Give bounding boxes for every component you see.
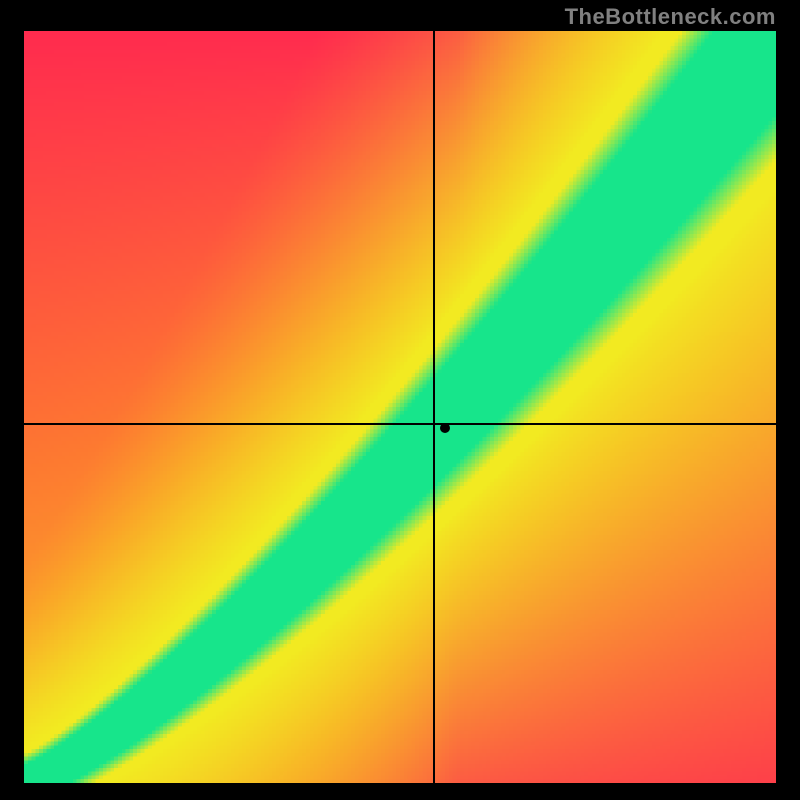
chart-container: { "watermark": { "text": "TheBottleneck.… <box>0 0 800 800</box>
watermark-text: TheBottleneck.com <box>565 4 776 30</box>
crosshair-horizontal <box>24 423 776 425</box>
crosshair-vertical <box>433 31 435 783</box>
heatmap-canvas <box>24 31 776 783</box>
